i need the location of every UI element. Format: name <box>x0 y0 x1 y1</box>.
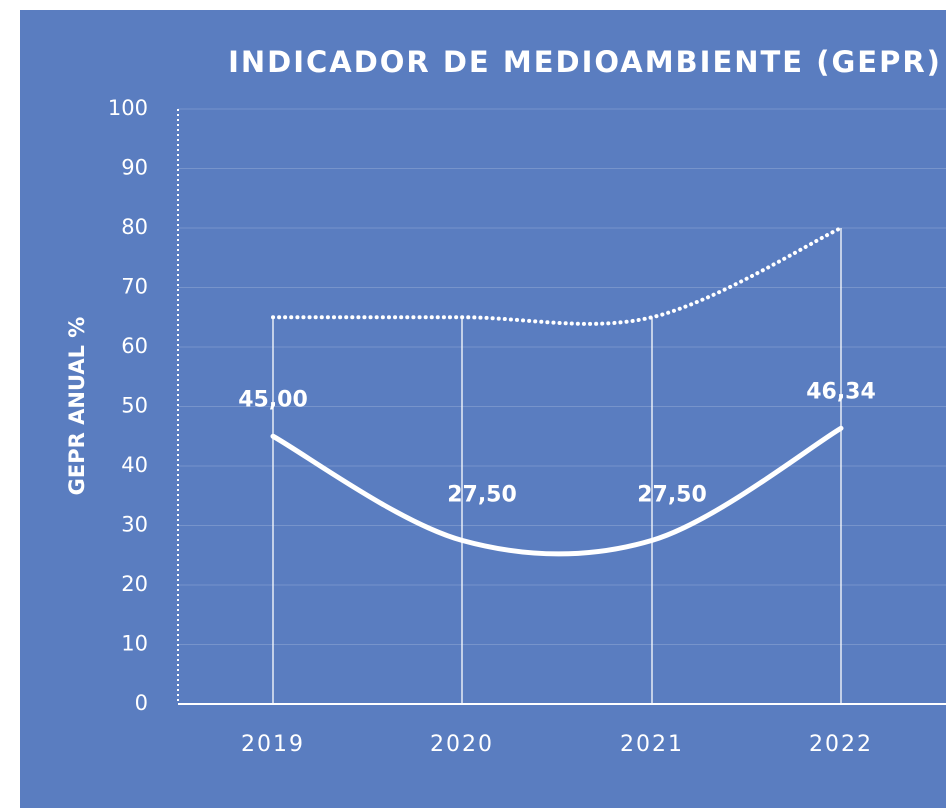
y-tick-label: 80 <box>121 215 148 239</box>
data-label: 45,00 <box>238 387 308 412</box>
y-tick-label: 20 <box>121 572 148 596</box>
data-label: 27,50 <box>637 482 707 507</box>
series-line <box>270 425 844 557</box>
chart-background <box>20 10 946 808</box>
y-tick-label: 40 <box>121 453 148 477</box>
x-tick-label: 2019 <box>241 732 305 757</box>
chart-title: INDICADOR DE MEDIOAMBIENTE (GEPR) <box>228 45 942 79</box>
y-tick-label: 50 <box>121 394 148 418</box>
y-tick-label: 10 <box>121 632 148 656</box>
series-line <box>271 226 843 326</box>
data-label: 46,34 <box>806 379 876 404</box>
y-tick-label: 70 <box>121 275 148 299</box>
y-axis-label: GEPR ANUAL % <box>65 317 89 496</box>
x-tick-label: 2022 <box>809 732 873 757</box>
x-tick-label: 2020 <box>430 732 494 757</box>
data-label: 27,50 <box>447 482 517 507</box>
y-tick-label: 0 <box>135 691 148 715</box>
y-tick-label: 100 <box>108 96 148 120</box>
y-tick-label: 90 <box>121 156 148 180</box>
y-tick-label: 60 <box>121 334 148 358</box>
y-tick-label: 30 <box>121 513 148 537</box>
x-tick-label: 2021 <box>620 732 684 757</box>
